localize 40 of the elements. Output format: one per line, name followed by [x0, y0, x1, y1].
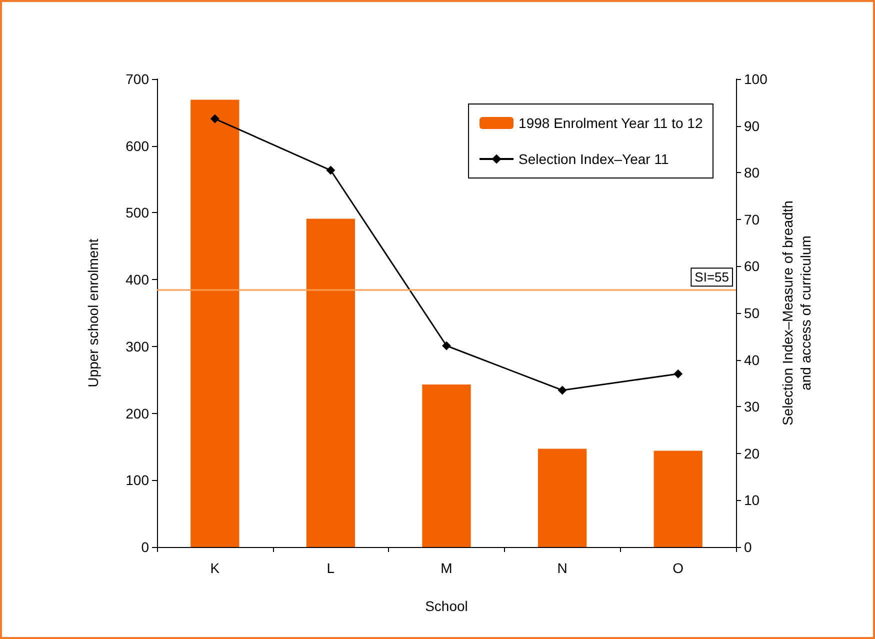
y-tick-label: 600 — [126, 138, 150, 154]
y2-tick-label: 70 — [744, 211, 760, 228]
bar — [654, 450, 702, 547]
bar — [306, 218, 356, 547]
x-tick-label: L — [326, 560, 335, 576]
y-tick-label: 700 — [126, 71, 150, 87]
y-tick-label: 400 — [126, 272, 150, 288]
y2-tick-label: 50 — [744, 305, 760, 321]
bar — [422, 384, 471, 547]
y-tick-label: 100 — [126, 472, 150, 488]
y2-tick-label: 20 — [744, 445, 760, 462]
y2-tick-label: 40 — [744, 352, 760, 368]
bar — [538, 448, 587, 547]
y2-tick-label: 30 — [744, 398, 760, 415]
legend-label: Selection Index–Year 11 — [518, 151, 669, 167]
y2-tick-label: 0 — [744, 539, 752, 555]
x-axis-title: School — [425, 598, 468, 614]
y2-tick-label: 80 — [744, 164, 760, 181]
y2-tick-label: 90 — [744, 118, 760, 134]
point — [674, 369, 683, 378]
y2-tick-label: 60 — [744, 258, 760, 274]
point — [558, 386, 567, 395]
y-tick-label: 200 — [126, 405, 150, 422]
bar — [190, 100, 240, 547]
x-tick-label: N — [557, 560, 568, 576]
x-tick-label: K — [210, 560, 220, 576]
y-axis-title: Upper school enrolment — [85, 238, 101, 388]
x-tick-label: M — [440, 560, 452, 576]
y-tick-label: 300 — [126, 338, 150, 354]
y2-tick-label: 10 — [744, 492, 760, 508]
y-tick-label: 0 — [141, 539, 150, 555]
x-tick-label: O — [672, 560, 684, 576]
point — [210, 114, 220, 124]
y2-axis-title: Selection Index–Measure of breadth and access of curriculum — [779, 200, 814, 426]
point — [442, 341, 451, 350]
y-tick-label: 500 — [126, 204, 150, 221]
legend-label: 1998 Enrolment Year 11 to 12 — [518, 115, 703, 131]
ref-line-label: SI=55 — [694, 270, 729, 285]
point — [326, 166, 336, 175]
y2-tick-label: 100 — [744, 71, 768, 87]
